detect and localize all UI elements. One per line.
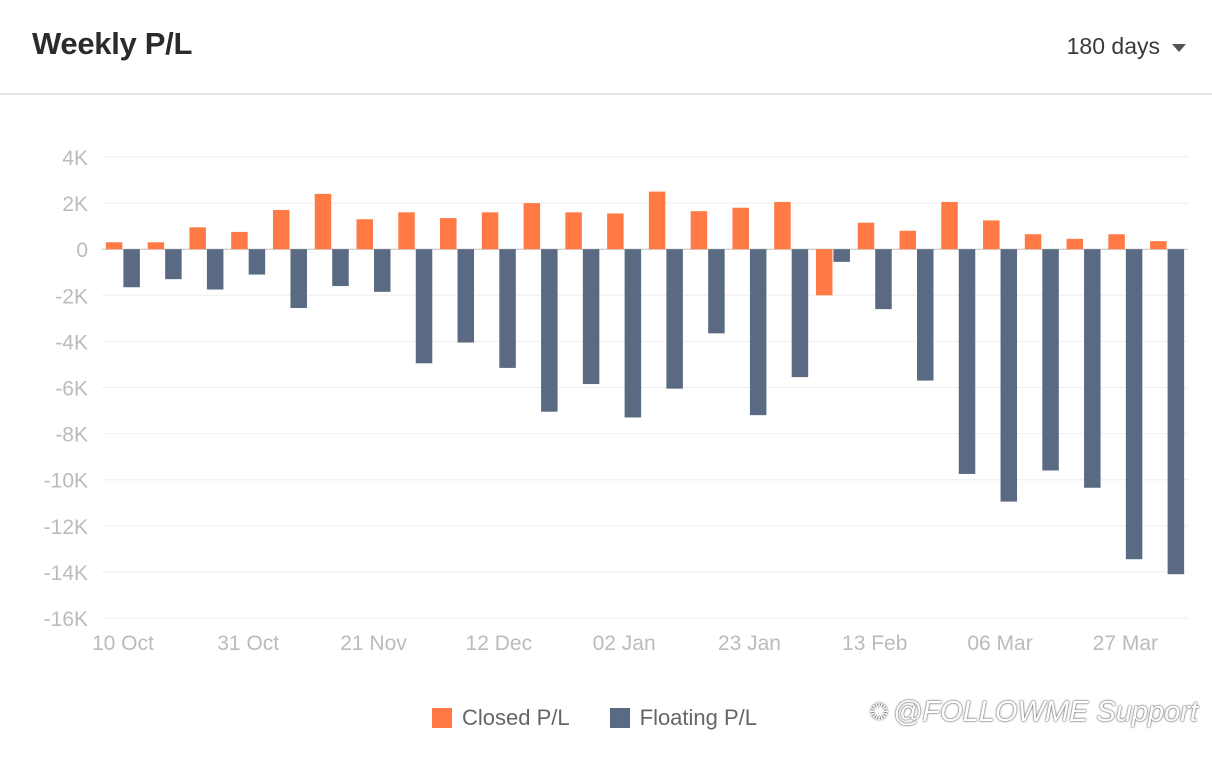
floating-pl-bar (123, 249, 140, 288)
legend-item-floating[interactable]: Floating P/L (609, 705, 758, 731)
floating-pl-bar (499, 249, 516, 368)
floating-pl-bar (666, 249, 683, 389)
closed-pl-bar (1150, 241, 1167, 250)
x-tick-label: 10 Oct (92, 632, 154, 655)
y-tick-label: -8K (55, 424, 88, 447)
closed-pl-bar (314, 193, 332, 250)
period-dropdown[interactable]: 180 days (1067, 33, 1186, 60)
closed-pl-bar (774, 201, 791, 250)
x-tick-label: 31 Oct (217, 632, 279, 655)
closed-pl-bar (732, 207, 749, 250)
x-tick-label: 02 Jan (593, 632, 656, 655)
floating-pl-bar (332, 249, 349, 287)
floating-pl-bar (1000, 249, 1018, 502)
y-tick-label: 2K (62, 193, 88, 216)
closed-pl-bar (565, 212, 582, 250)
legend-item-closed[interactable]: Closed P/L (432, 705, 570, 731)
closed-pl-bar (815, 249, 833, 296)
floating-pl-bar (374, 249, 391, 292)
closed-pl-bar (1108, 234, 1125, 250)
x-tick-label: 06 Mar (967, 632, 1032, 655)
weibo-logo-icon: ✺ (868, 699, 889, 726)
closed-pl-bar (356, 219, 373, 250)
closed-pl-bar (983, 220, 1000, 250)
floating-pl-bar (290, 249, 307, 308)
floating-pl-bar (165, 249, 182, 280)
floating-pl-bar (1084, 249, 1101, 488)
y-tick-label: -10K (44, 470, 88, 493)
closed-pl-bar (272, 210, 290, 250)
y-tick-label: -16K (44, 608, 88, 631)
closed-pl-bar (105, 242, 123, 250)
floating-pl-bar (248, 249, 266, 275)
closed-pl-bar (231, 231, 248, 250)
floating-pl-bar (206, 249, 224, 290)
closed-pl-bar (147, 242, 165, 250)
x-tick-label: 12 Dec (466, 632, 533, 655)
period-dropdown-label: 180 days (1066, 33, 1160, 59)
y-tick-label: -4K (55, 331, 88, 354)
floating-pl-bar (624, 249, 642, 418)
closed-pl-bar (899, 230, 916, 250)
closed-pl-bar (690, 211, 708, 250)
chart-header: Weekly P/L 180 days (0, 0, 1212, 95)
floating-pl-bar (917, 249, 934, 381)
y-tick-label: -6K (55, 378, 88, 401)
legend-label-floating: Floating P/L (639, 705, 758, 730)
closed-pl-bar (523, 203, 541, 250)
closed-pl-bar (440, 218, 457, 250)
closed-pl-bar (189, 227, 206, 250)
legend-swatch-closed (432, 708, 452, 728)
y-tick-label: -14K (44, 562, 88, 585)
floating-pl-bar (833, 249, 850, 262)
y-tick-label: -12K (44, 516, 88, 539)
closed-pl-bar (481, 212, 499, 250)
caret-down-icon (1172, 43, 1186, 52)
floating-pl-bar (541, 249, 558, 412)
y-tick-label: 4K (62, 147, 88, 170)
closed-pl-bar (648, 191, 666, 250)
floating-pl-bar (1042, 249, 1059, 471)
floating-pl-bar (708, 249, 725, 334)
closed-pl-bar (1024, 234, 1042, 250)
floating-pl-bar (457, 249, 475, 343)
x-tick-label: 13 Feb (842, 632, 907, 655)
floating-pl-bar (875, 249, 892, 310)
closed-pl-bar (857, 222, 875, 250)
closed-pl-bar (607, 213, 624, 250)
closed-pl-bar (941, 201, 958, 250)
legend-label-closed: Closed P/L (462, 705, 570, 730)
watermark-text: @FOLLOWME Support (892, 696, 1198, 728)
watermark: ✺ @FOLLOWME Support (869, 696, 1198, 729)
floating-pl-bar (1167, 249, 1185, 575)
y-tick-label: 0 (76, 239, 88, 262)
floating-pl-bar (582, 249, 600, 385)
closed-pl-bar (1066, 238, 1084, 250)
floating-pl-bar (958, 249, 976, 474)
chart-legend: Closed P/L Floating P/L (432, 705, 797, 731)
x-tick-label: 23 Jan (718, 632, 781, 655)
x-tick-label: 27 Mar (1093, 632, 1158, 655)
closed-pl-bar (398, 212, 415, 250)
floating-pl-bar (1125, 249, 1143, 560)
x-tick-label: 21 Nov (340, 632, 407, 655)
chart-title: Weekly P/L (32, 26, 193, 61)
floating-pl-bar (791, 249, 809, 378)
y-tick-label: -2K (55, 285, 88, 308)
legend-swatch-floating (609, 708, 630, 728)
floating-pl-bar (749, 249, 767, 416)
floating-pl-bar (415, 249, 433, 364)
